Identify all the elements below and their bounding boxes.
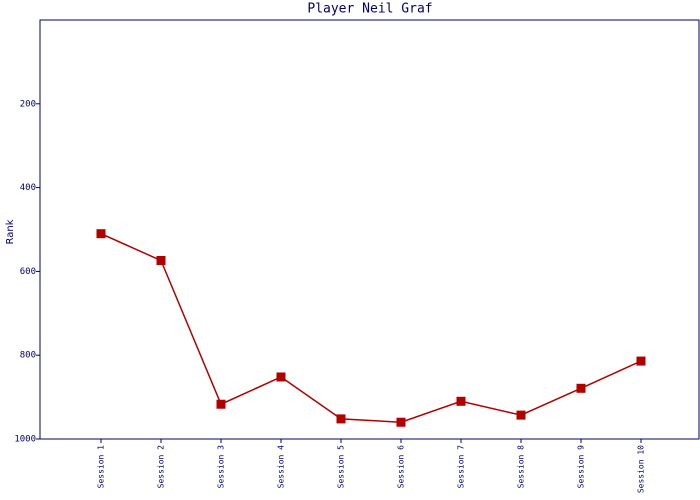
x-tick-label: Session 5: [337, 445, 346, 489]
x-tick-label: Session 9: [577, 445, 586, 489]
x-tick-label: Session 1: [97, 445, 106, 489]
y-tick-label: 800: [20, 351, 36, 361]
chart-title: Player Neil Graf: [307, 2, 432, 17]
marker: [576, 383, 586, 393]
y-axis-label: Rank: [5, 219, 16, 244]
x-tick-label: Session 4: [277, 445, 286, 489]
marker: [96, 229, 106, 239]
y-tick-label: 1000: [14, 435, 36, 445]
y-tick-label: 400: [20, 183, 36, 193]
marker: [156, 256, 166, 266]
y-tick-label: 600: [20, 267, 36, 277]
marker: [396, 417, 406, 427]
marker: [336, 414, 346, 424]
x-tick-label: Session 2: [157, 445, 166, 489]
marker: [276, 372, 286, 382]
plot-frame: [39, 19, 700, 440]
line: [100, 233, 642, 423]
x-tick-label: Session 8: [517, 445, 526, 489]
marker: [636, 356, 646, 366]
marker: [456, 396, 466, 406]
x-tick-label: Session 7: [457, 445, 466, 489]
marker: [516, 410, 526, 420]
x-tick-label: Session 6: [397, 445, 406, 489]
marker: [216, 399, 226, 409]
y-tick-label: 200: [20, 99, 36, 109]
x-tick-label: Session 3: [217, 445, 226, 489]
x-tick-label: Session 10: [637, 445, 646, 493]
